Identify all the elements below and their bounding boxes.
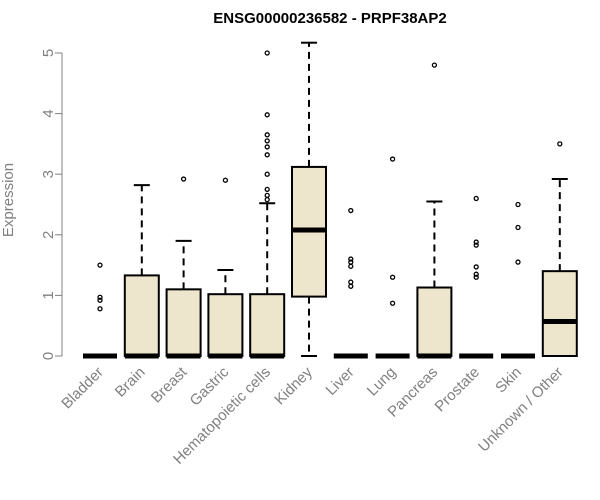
- outlier-point: [473, 195, 479, 202]
- box-3: [207, 177, 244, 359]
- outlier-point: [264, 138, 270, 144]
- box-2: [165, 176, 202, 359]
- box-rect: [416, 286, 453, 357]
- y-tick-label-1: 1: [40, 291, 57, 299]
- outlier-point: [264, 171, 270, 177]
- x-tick-label-2: Breast: [148, 363, 191, 406]
- outlier-point: [473, 264, 479, 270]
- outlier-point: [264, 112, 270, 118]
- outlier-point: [348, 256, 354, 262]
- box-9: [459, 195, 494, 359]
- y-axis: 0 1 2 3 4 5: [40, 49, 63, 360]
- outlier-point: [389, 274, 396, 280]
- box-5: [291, 41, 327, 357]
- outlier-point: [348, 283, 354, 289]
- outlier-point: [515, 224, 521, 231]
- x-tick-label-9: Prostate: [431, 364, 483, 416]
- boxes-group: [83, 41, 578, 359]
- outlier-point: [264, 197, 270, 203]
- outlier-point: [515, 259, 521, 265]
- box-10: [501, 201, 535, 359]
- box-rect: [123, 274, 160, 358]
- box-11: [541, 141, 578, 357]
- box-0: [83, 262, 117, 359]
- chart-title: ENSG00000236582 - PRPF38AP2: [213, 10, 446, 27]
- box-6: [333, 207, 368, 359]
- x-tick-label-7: Lung: [364, 364, 400, 400]
- box-rect: [249, 293, 286, 357]
- y-tick-label-0: 0: [40, 352, 57, 360]
- y-tick-label-2: 2: [40, 231, 57, 239]
- outlier-point: [97, 294, 103, 300]
- box-rect: [541, 270, 578, 357]
- box-1: [123, 184, 160, 359]
- outlier-point: [97, 306, 103, 312]
- box-4: [249, 50, 286, 359]
- y-axis-label: Expression: [0, 163, 17, 237]
- outlier-point: [97, 262, 103, 268]
- x-tick-label-5: Kidney: [271, 363, 316, 408]
- outlier-point: [515, 201, 521, 208]
- box-7: [375, 156, 410, 359]
- outlier-point: [431, 62, 438, 68]
- x-tick-label-6: Liver: [323, 364, 358, 399]
- outlier-point: [389, 156, 396, 162]
- outlier-point: [264, 132, 270, 138]
- outlier-point: [348, 259, 354, 265]
- box-8: [416, 62, 453, 359]
- outlier-point: [473, 242, 479, 248]
- outlier-point: [180, 176, 187, 182]
- outlier-point: [264, 192, 270, 199]
- outlier-point: [473, 274, 479, 280]
- box-rect: [165, 288, 202, 357]
- outlier-point: [264, 50, 270, 56]
- outlier-point: [473, 271, 479, 277]
- outlier-point: [97, 297, 103, 303]
- x-tick-label-10: Skin: [492, 364, 525, 397]
- y-tick-label-4: 4: [40, 109, 57, 117]
- outlier-point: [264, 152, 270, 158]
- box-rect: [207, 293, 244, 357]
- outlier-point: [222, 177, 229, 183]
- outlier-point: [389, 300, 396, 306]
- outlier-point: [264, 186, 270, 193]
- outlier-point: [473, 239, 479, 245]
- y-tick-label-5: 5: [40, 49, 57, 57]
- outlier-point: [348, 279, 354, 285]
- outlier-point: [348, 207, 354, 214]
- outlier-point: [264, 144, 270, 150]
- outlier-point: [348, 263, 354, 269]
- outlier-point: [557, 141, 563, 147]
- x-tick-label-1: Brain: [112, 364, 149, 401]
- y-tick-label-3: 3: [40, 170, 57, 178]
- x-tick-label-0: Bladder: [58, 364, 107, 413]
